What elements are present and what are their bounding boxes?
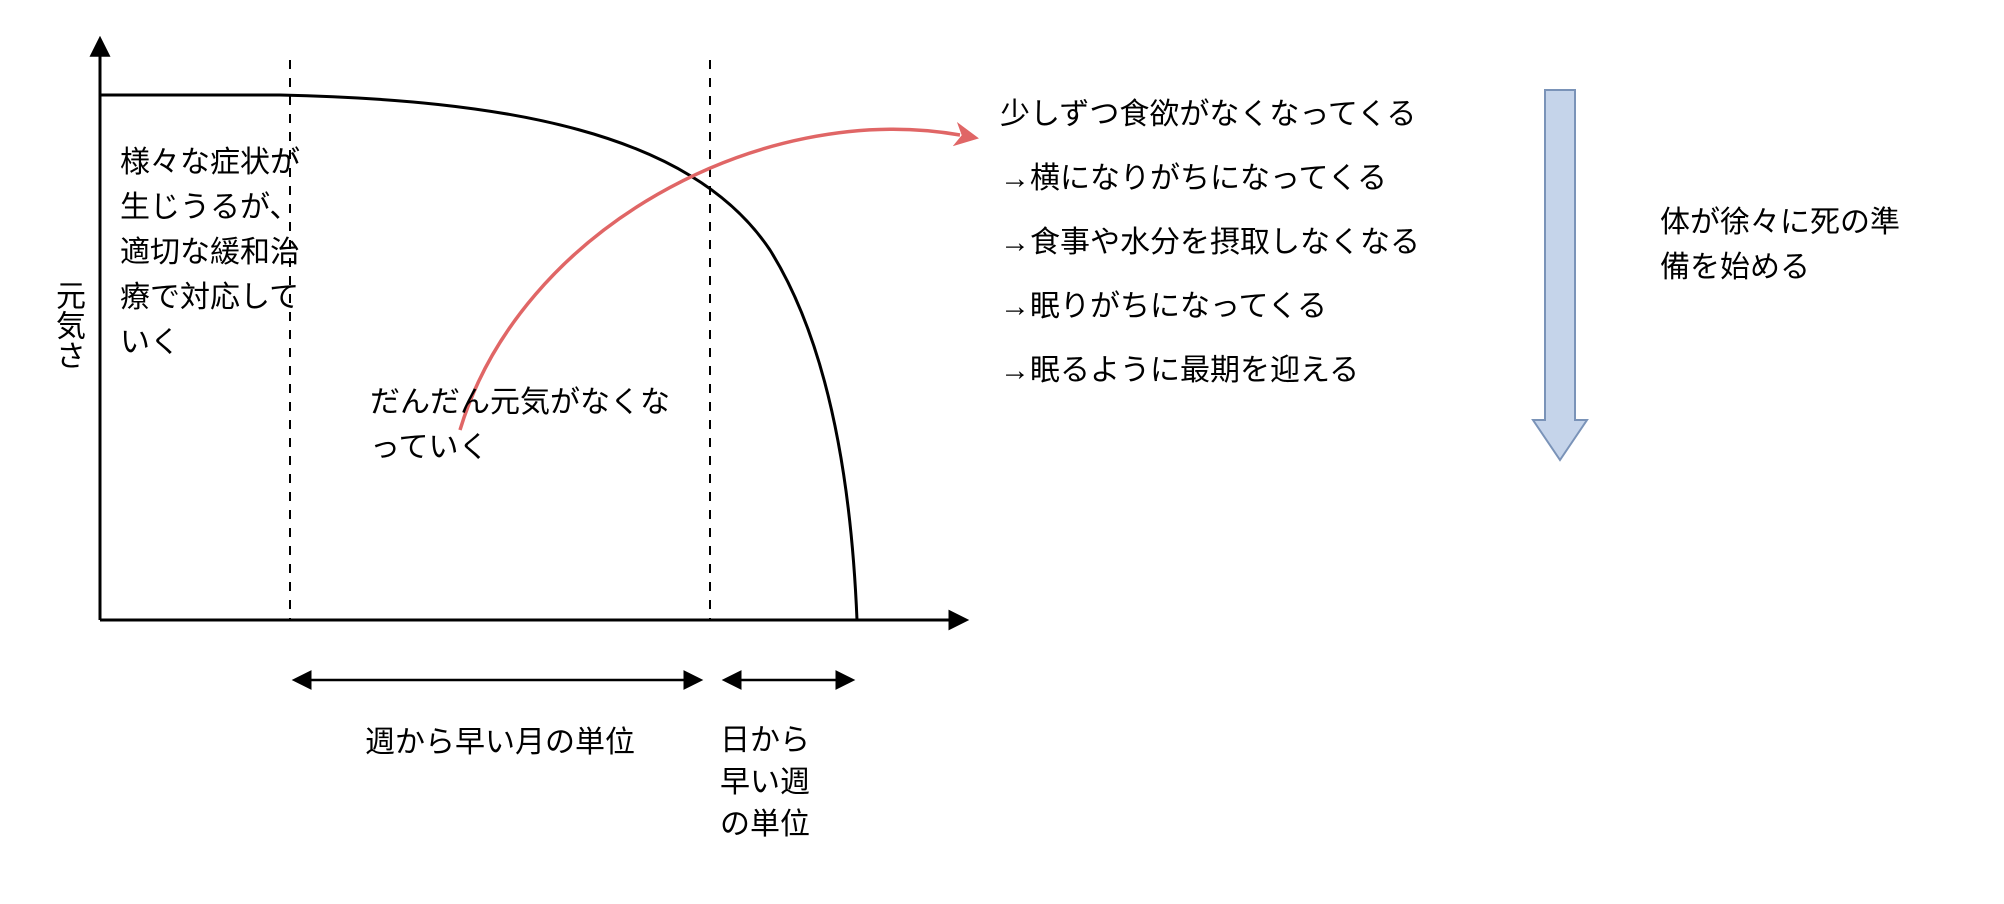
symptom-list-item-4: →眠るように最期を迎える [1000, 348, 1359, 393]
symptom-list-item-2: →食事や水分を摂取しなくなる [1000, 220, 1420, 265]
range2-label: 日から早い週の単位 [720, 720, 820, 846]
right-summary-text: 体が徐々に死の準備を始める [1660, 200, 1920, 290]
symptom-list-item-0: 少しずつ食欲がなくなってくる [1000, 92, 1416, 137]
phase2-text: だんだん元気がなくなっていく [370, 380, 670, 470]
phase1-text: 様々な症状が生じうるが、適切な緩和治療で対応していく [120, 140, 320, 365]
range1-label: 週から早い月の単位 [365, 720, 635, 765]
diagram-container: 元気さ 様々な症状が生じうるが、適切な緩和治療で対応していく だんだん元気がなく… [0, 0, 2004, 904]
blue-down-arrow [1533, 90, 1587, 460]
y-axis-label: 元気さ [45, 280, 90, 370]
symptom-list-item-1: →横になりがちになってくる [1000, 156, 1387, 201]
symptom-list-item-3: →眠りがちになってくる [1000, 284, 1327, 329]
